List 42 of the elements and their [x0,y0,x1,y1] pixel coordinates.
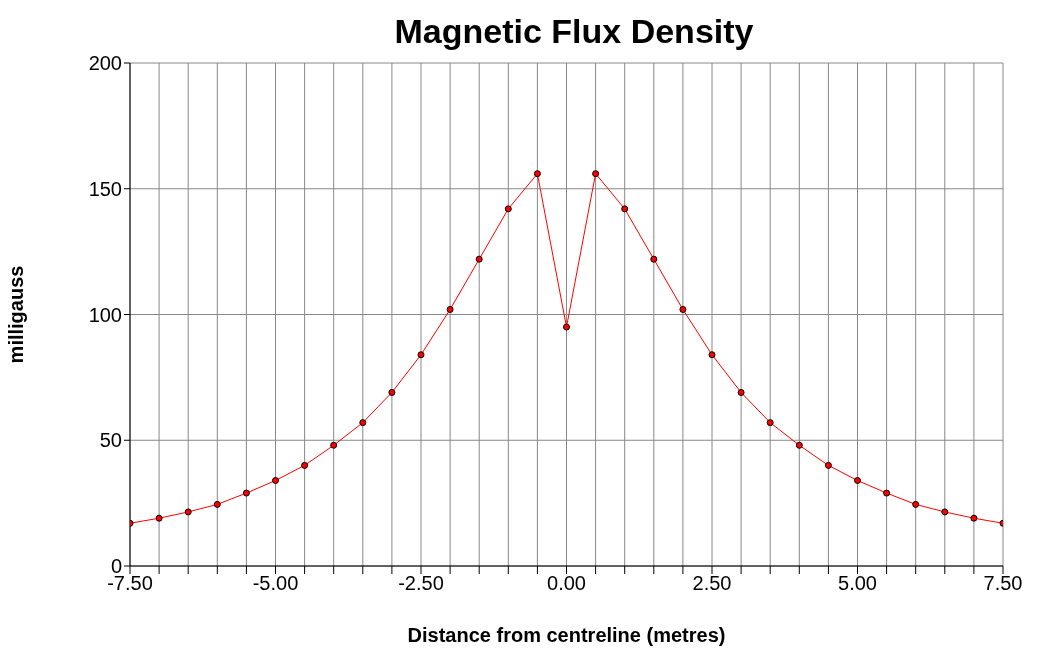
y-tick-label: 50 [99,429,122,452]
point [679,305,687,313]
x-axis-title: Distance from centreline (metres) [407,624,726,646]
y-axis-title: milligauss [5,265,28,364]
point [592,170,600,178]
point [533,170,541,178]
point [446,305,454,313]
point [708,351,716,359]
point [475,255,483,263]
point [388,388,396,396]
point [330,441,338,449]
point [301,461,309,469]
point [359,419,367,427]
point [213,500,221,508]
point [650,255,658,263]
point [621,205,629,213]
x-tick-label: 7.50 [983,572,1023,595]
point [970,514,978,522]
chart-title: Magnetic Flux Density [393,12,755,51]
y-tick-label: 100 [88,303,122,326]
point [737,388,745,396]
y-tick-label: 150 [88,177,122,200]
point [272,476,279,484]
point [184,508,192,516]
x-tick-label: -5.00 [252,572,299,595]
point [824,461,832,469]
point [504,205,512,213]
point [766,419,774,427]
point [795,441,803,449]
point [912,500,920,508]
x-tick-label: -2.50 [398,572,444,595]
x-tick-label: 5.00 [838,572,877,595]
x-tick-label: 2.50 [692,572,732,595]
y-tick-label: 200 [88,52,122,74]
point [242,489,250,497]
point [941,508,949,516]
x-tick-label: 0.00 [547,572,586,595]
point [417,351,425,359]
point [155,514,163,522]
point [854,476,861,484]
point [883,489,891,497]
point [563,323,570,331]
